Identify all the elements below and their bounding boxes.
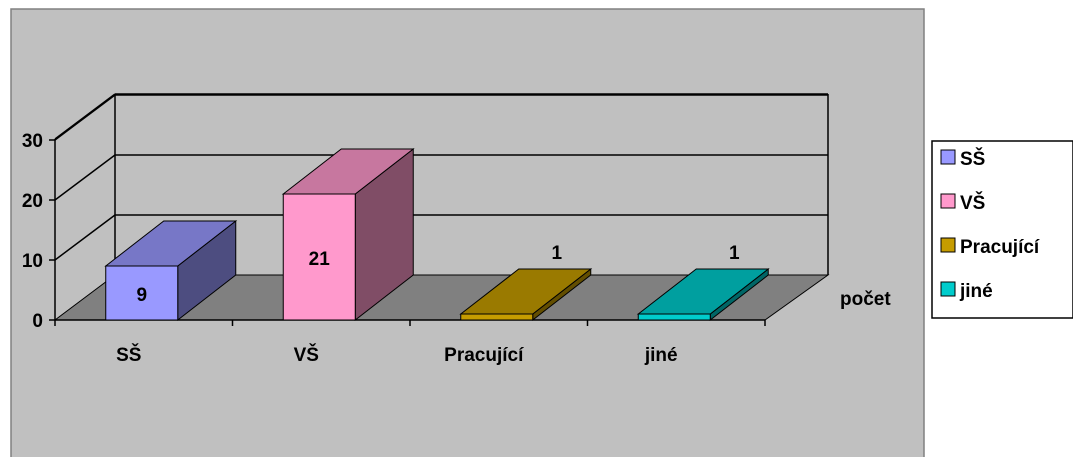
gridline-side xyxy=(54,94,116,141)
legend-entry: SŠ xyxy=(940,148,985,170)
data-label: 9 xyxy=(136,285,147,306)
legend-label: Pracující xyxy=(960,237,1040,258)
data-label: 21 xyxy=(309,249,331,270)
y-tick-label: 30 xyxy=(22,131,43,152)
x-tick-label: SŠ xyxy=(116,344,141,366)
legend-swatch xyxy=(940,193,956,209)
legend-swatch xyxy=(940,237,956,253)
legend-label: SŠ xyxy=(960,148,985,170)
gridlines xyxy=(54,93,828,261)
legend-entry: VŠ xyxy=(940,192,985,214)
y-tick-label: 10 xyxy=(22,251,43,272)
legend-swatch xyxy=(940,281,956,297)
gridline-side xyxy=(54,214,116,261)
bars xyxy=(104,147,770,322)
gridline-side xyxy=(54,154,116,201)
legend-entry: Pracující xyxy=(940,237,1040,258)
legend-label: jiné xyxy=(959,281,993,302)
legend-entry: jiné xyxy=(940,281,993,302)
y-tick-label: 0 xyxy=(32,311,43,332)
legend: SŠ VŠ Pracující jiné xyxy=(940,148,1040,302)
bar-front-face xyxy=(105,265,179,321)
side-wall-top-edge xyxy=(54,93,116,140)
bar-front-face xyxy=(282,193,356,321)
x-tick-label: VŠ xyxy=(294,344,319,366)
legend-swatch xyxy=(940,149,956,165)
bar-1 xyxy=(104,219,238,322)
data-label: 1 xyxy=(551,243,562,264)
labels: 0 10 20 30 počet 9 SŠ 21 VŠ 1 Pracující 1 jiné xyxy=(22,131,891,366)
x-tick-label: Pracující xyxy=(444,345,524,366)
x-tick-label: jiné xyxy=(644,345,678,366)
bar-front-face xyxy=(637,313,711,321)
depth-axis-label: počet xyxy=(840,289,891,310)
bar-2 xyxy=(281,147,415,322)
bar-3 xyxy=(459,267,593,322)
bar-4 xyxy=(636,267,770,322)
data-label: 1 xyxy=(729,243,740,264)
y-tick-label: 20 xyxy=(22,191,43,212)
legend-label: VŠ xyxy=(960,192,985,214)
bar-front-face xyxy=(460,313,534,321)
